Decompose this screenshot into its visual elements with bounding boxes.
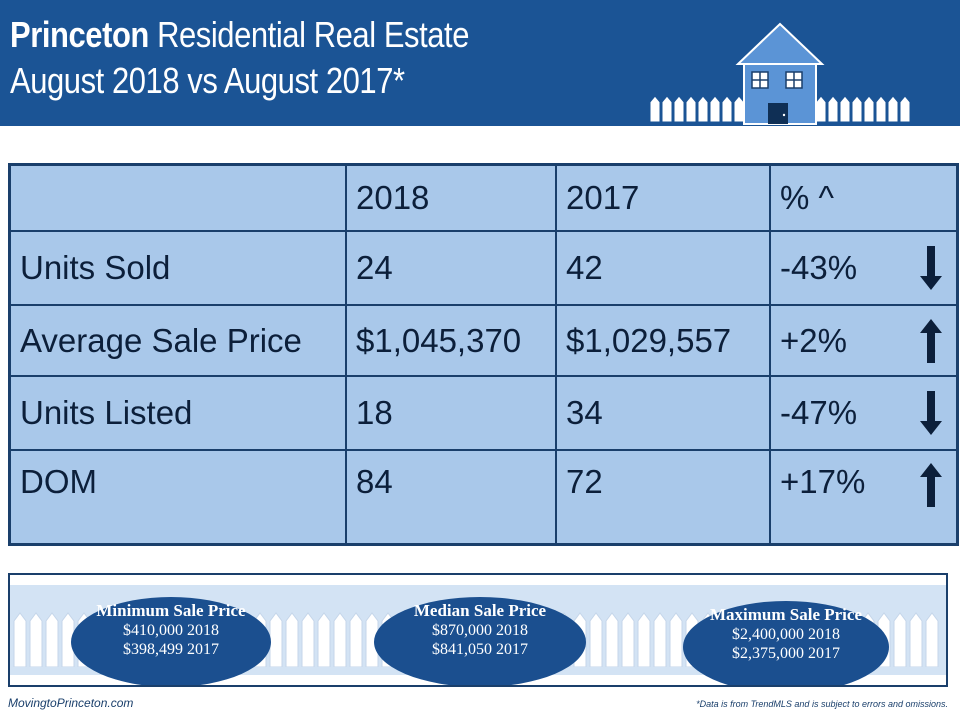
max-sale-price-badge: Maximum Sale Price $2,400,000 2018 $2,37… xyxy=(683,601,889,685)
fence-picket xyxy=(333,612,347,667)
row-change: -43% xyxy=(780,249,858,286)
header-cell-change: % ^ xyxy=(769,163,959,232)
fence-picket xyxy=(605,612,619,667)
min-sale-price-badge: Minimum Sale Price $410,000 2018 $398,49… xyxy=(71,597,271,685)
min-2017: $398,499 2017 xyxy=(123,641,219,658)
header-cell-2018: 2018 xyxy=(345,163,557,232)
arrow-down-icon xyxy=(920,391,942,435)
table-row: DOM 84 72 +17% xyxy=(8,449,959,546)
median-sale-price-badge: Median Sale Price $870,000 2018 $841,050… xyxy=(374,597,586,685)
min-title: Minimum Sale Price xyxy=(96,601,246,620)
row-change-cell: -47% xyxy=(769,375,959,451)
row-change-cell: +17% xyxy=(769,449,959,546)
row-label: Units Listed xyxy=(8,375,347,451)
row-change: +2% xyxy=(780,321,847,359)
fence-picket xyxy=(925,612,939,667)
trend-arrow-icon xyxy=(920,318,942,363)
house-icon xyxy=(649,22,911,125)
row-change: -47% xyxy=(780,394,858,431)
fence-picket xyxy=(13,612,27,667)
max-title: Maximum Sale Price xyxy=(709,605,862,624)
disclaimer: *Data is from TrendMLS and is subject to… xyxy=(696,699,948,709)
row-value-2017: $1,029,557 xyxy=(555,304,771,377)
trend-arrow-icon xyxy=(920,246,942,290)
page-subtitle: August 2018 vs August 2017* xyxy=(10,60,405,101)
row-value-2017: 42 xyxy=(555,230,771,306)
summary-panel: Minimum Sale Price $410,000 2018 $398,49… xyxy=(8,573,948,687)
table-header-row: 2018 2017 % ^ xyxy=(8,163,959,232)
fence-picket xyxy=(349,612,363,667)
fence-picket xyxy=(365,612,379,667)
fence-picket xyxy=(893,612,907,667)
trend-arrow-icon xyxy=(920,391,942,435)
fence-picket xyxy=(637,612,651,667)
header-banner: Princeton Residential Real Estate August… xyxy=(0,0,960,126)
arrow-up-icon xyxy=(920,463,942,507)
fence-picket xyxy=(269,612,283,667)
fence-picket xyxy=(653,612,667,667)
fence-picket xyxy=(29,612,43,667)
median-2017: $841,050 2017 xyxy=(432,641,528,658)
row-label: Units Sold xyxy=(8,230,347,306)
table-row: Units Sold 24 42 -43% xyxy=(8,230,959,306)
arrow-down-icon xyxy=(920,246,942,290)
median-title: Median Sale Price xyxy=(413,601,547,620)
row-value-2018: $1,045,370 xyxy=(345,304,557,377)
row-label: DOM xyxy=(8,449,347,546)
fence-picket xyxy=(317,612,331,667)
title-line: Princeton Residential Real Estate xyxy=(10,12,469,58)
max-2018: $2,400,000 2018 xyxy=(732,626,840,643)
trend-arrow-icon xyxy=(920,463,942,507)
fence-picket xyxy=(285,612,299,667)
table-row: Units Listed 18 34 -47% xyxy=(8,375,959,451)
header-cell-label xyxy=(8,163,347,232)
fence-picket xyxy=(621,612,635,667)
website-link[interactable]: MovingtoPrinceton.com xyxy=(8,696,134,710)
min-2018: $410,000 2018 xyxy=(123,622,219,639)
row-label: Average Sale Price xyxy=(8,304,347,377)
header-cell-2017: 2017 xyxy=(555,163,771,232)
row-value-2018: 18 xyxy=(345,375,557,451)
row-value-2017: 34 xyxy=(555,375,771,451)
fence-picket xyxy=(45,612,59,667)
row-value-2017: 72 xyxy=(555,449,771,546)
max-2017: $2,375,000 2017 xyxy=(732,645,840,662)
fence-picket xyxy=(301,612,315,667)
fence-picket xyxy=(61,612,75,667)
median-2018: $870,000 2018 xyxy=(432,622,528,639)
arrow-up-icon xyxy=(920,318,942,363)
fence-picket xyxy=(909,612,923,667)
title-city: Princeton xyxy=(10,14,149,55)
fence-picket xyxy=(669,612,683,667)
row-change: +17% xyxy=(780,463,866,500)
stats-table: 2018 2017 % ^ Units Sold 24 42 -43% Aver… xyxy=(8,163,959,546)
row-change-cell: -43% xyxy=(769,230,959,306)
table-row: Average Sale Price $1,045,370 $1,029,557… xyxy=(8,304,959,377)
page-title: Princeton Residential Real Estate August… xyxy=(10,12,469,104)
row-value-2018: 84 xyxy=(345,449,557,546)
title-rest: Residential Real Estate xyxy=(148,14,470,55)
fence-picket xyxy=(589,612,603,667)
row-value-2018: 24 xyxy=(345,230,557,306)
row-change-cell: +2% xyxy=(769,304,959,377)
